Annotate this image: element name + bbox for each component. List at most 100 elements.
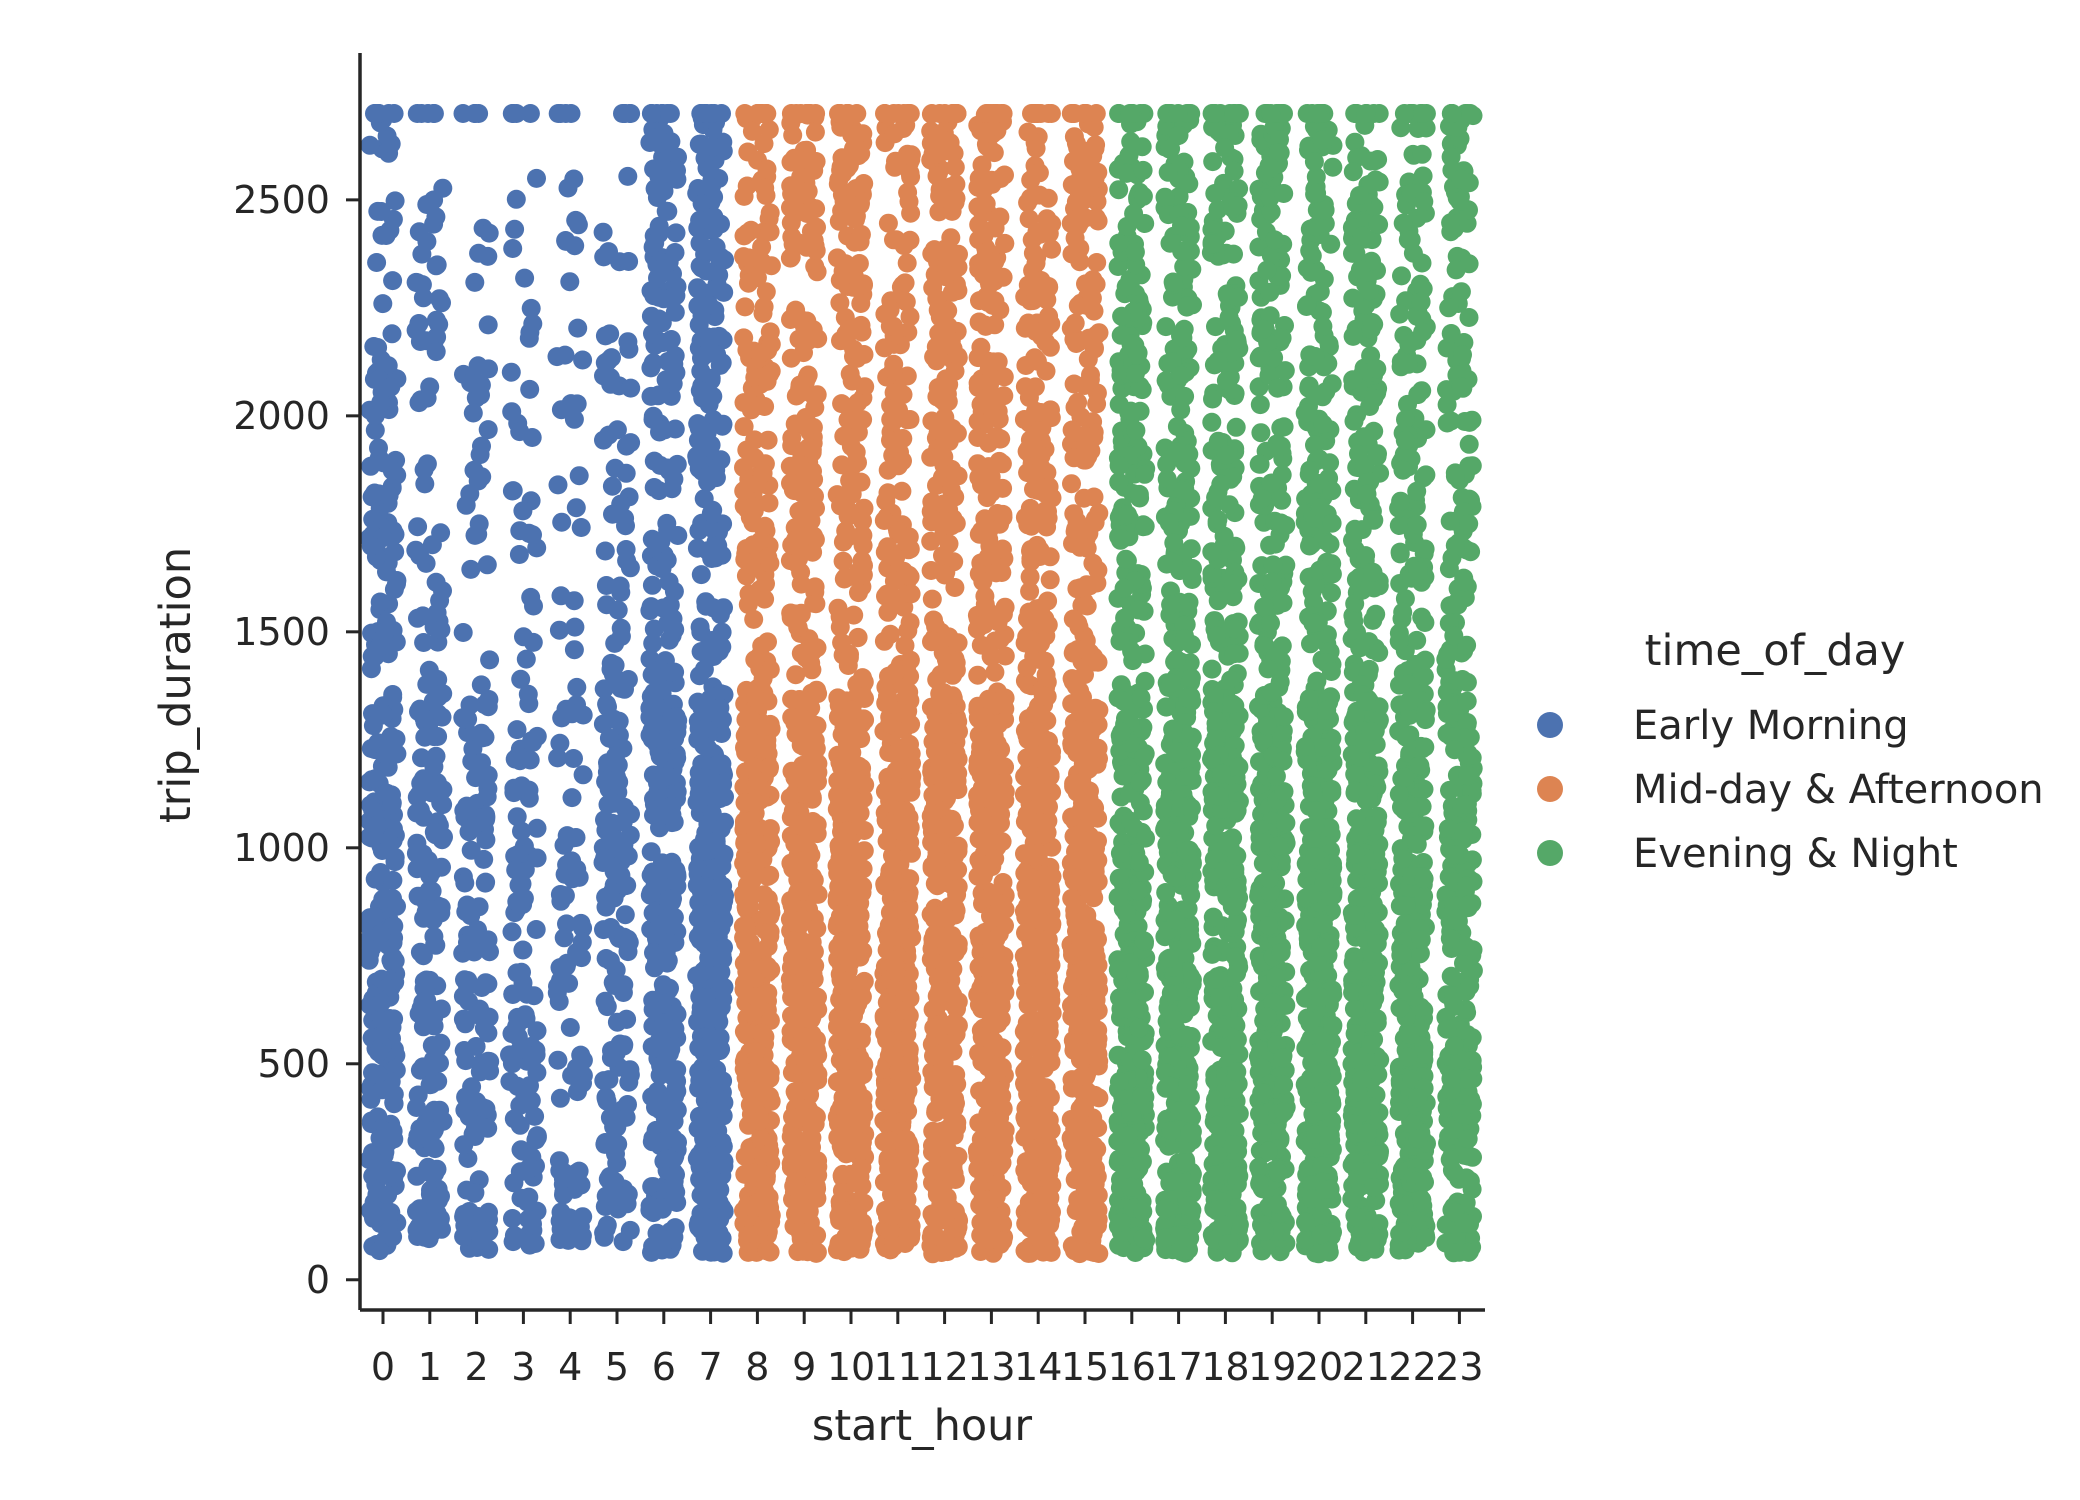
data-point bbox=[527, 1063, 547, 1082]
data-point bbox=[1027, 247, 1047, 267]
data-point bbox=[836, 1030, 856, 1050]
data-point bbox=[783, 910, 803, 930]
data-point bbox=[552, 512, 572, 532]
data-point bbox=[652, 1232, 672, 1252]
data-point bbox=[431, 523, 451, 543]
data-point bbox=[901, 1228, 921, 1248]
data-point bbox=[690, 233, 710, 253]
data-point bbox=[755, 397, 775, 416]
data-point bbox=[619, 932, 639, 952]
data-point bbox=[934, 494, 954, 514]
data-point bbox=[1028, 402, 1048, 422]
data-point bbox=[474, 1018, 494, 1038]
data-point bbox=[895, 273, 915, 293]
data-point bbox=[657, 550, 677, 570]
data-point bbox=[595, 541, 615, 561]
data-point bbox=[883, 1206, 903, 1226]
data-point bbox=[751, 1163, 771, 1183]
data-point bbox=[976, 316, 996, 336]
data-point bbox=[760, 1242, 780, 1262]
data-point bbox=[743, 535, 763, 555]
data-point bbox=[833, 832, 853, 851]
data-point bbox=[594, 1227, 614, 1247]
data-point bbox=[1023, 609, 1043, 628]
data-point bbox=[829, 211, 849, 231]
data-point bbox=[522, 428, 542, 447]
data-point bbox=[759, 1144, 779, 1164]
data-point bbox=[644, 286, 664, 306]
data-point bbox=[1040, 570, 1060, 590]
data-point bbox=[476, 830, 496, 850]
data-point bbox=[968, 428, 988, 447]
data-point bbox=[846, 442, 866, 462]
data-point bbox=[706, 858, 726, 878]
data-point bbox=[551, 586, 571, 606]
data-point bbox=[787, 607, 806, 627]
data-point bbox=[383, 271, 403, 291]
data-point bbox=[830, 607, 850, 627]
data-point bbox=[384, 1084, 404, 1104]
data-point bbox=[880, 993, 900, 1013]
data-point bbox=[571, 913, 591, 933]
data-point bbox=[652, 915, 671, 935]
data-point bbox=[921, 806, 941, 826]
data-point bbox=[508, 1076, 527, 1096]
data-point bbox=[419, 881, 439, 901]
data-point bbox=[418, 850, 438, 870]
data-point bbox=[928, 125, 948, 145]
data-point bbox=[406, 540, 426, 560]
data-point bbox=[407, 787, 427, 807]
data-point bbox=[621, 433, 641, 453]
data-point bbox=[948, 281, 968, 301]
data-point bbox=[902, 928, 922, 947]
data-point bbox=[476, 807, 496, 827]
data-point bbox=[479, 359, 498, 379]
data-point bbox=[742, 1063, 762, 1082]
data-point-capped bbox=[748, 104, 768, 123]
data-point bbox=[924, 1018, 944, 1038]
data-point bbox=[972, 1027, 992, 1047]
data-point bbox=[985, 1080, 1005, 1100]
data-point bbox=[947, 885, 967, 905]
data-point bbox=[848, 393, 868, 413]
data-point bbox=[620, 1220, 640, 1240]
data-point bbox=[696, 1152, 716, 1172]
data-point bbox=[476, 1099, 496, 1119]
data-point bbox=[413, 288, 433, 308]
data-point bbox=[361, 1089, 381, 1109]
data-point bbox=[510, 1162, 530, 1182]
data-point bbox=[362, 646, 382, 666]
data-point bbox=[699, 295, 719, 315]
data-point bbox=[598, 351, 618, 371]
data-point bbox=[970, 291, 989, 311]
data-point bbox=[990, 207, 1010, 227]
strip-hour-7 bbox=[687, 104, 734, 1263]
data-point bbox=[381, 1202, 401, 1222]
data-point bbox=[987, 695, 1007, 715]
data-point bbox=[369, 1042, 388, 1062]
data-point bbox=[461, 903, 481, 923]
data-point bbox=[757, 159, 777, 179]
data-point bbox=[887, 382, 906, 402]
data-point bbox=[969, 957, 989, 977]
data-point bbox=[665, 620, 685, 639]
data-point bbox=[371, 392, 391, 412]
data-point bbox=[693, 388, 713, 408]
data-point bbox=[696, 698, 716, 718]
data-point bbox=[734, 953, 754, 973]
data-point bbox=[600, 951, 620, 971]
data-point bbox=[785, 530, 805, 550]
data-point bbox=[615, 905, 635, 925]
data-point bbox=[653, 1199, 672, 1219]
data-point bbox=[829, 1233, 849, 1253]
data-point bbox=[993, 604, 1013, 624]
data-point bbox=[945, 192, 965, 212]
data-point bbox=[708, 536, 728, 556]
data-point bbox=[994, 386, 1014, 406]
data-point bbox=[948, 780, 968, 800]
data-point bbox=[921, 949, 941, 969]
data-point bbox=[781, 213, 801, 233]
data-point bbox=[477, 787, 497, 807]
data-point bbox=[698, 877, 718, 897]
